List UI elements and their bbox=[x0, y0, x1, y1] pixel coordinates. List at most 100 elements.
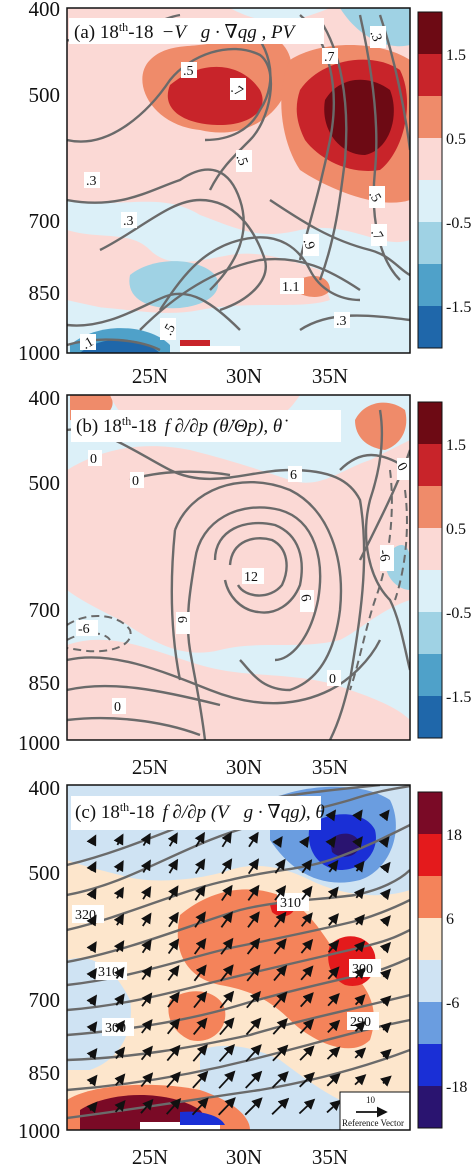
wind-vector-arrow bbox=[166, 1018, 181, 1035]
y-tick-label: 400 bbox=[29, 776, 61, 800]
wind-vector-arrow bbox=[113, 940, 125, 953]
colorbar-label: -1.5 bbox=[446, 299, 471, 316]
wind-vector-arrow bbox=[245, 1070, 263, 1089]
wind-vector-arrow bbox=[140, 1072, 154, 1087]
y-tick-label: 850 bbox=[29, 1061, 61, 1085]
panel-c-x-axis: 25N 30N 35N bbox=[132, 1145, 348, 1169]
wind-vector-arrow bbox=[272, 1017, 288, 1035]
contour-label: 0 bbox=[90, 452, 97, 467]
wind-vector-arrow bbox=[379, 861, 391, 874]
wind-vector-arrow bbox=[379, 915, 391, 927]
colorbar-label: -1.5 bbox=[446, 689, 471, 706]
wind-vector-arrow bbox=[114, 1100, 126, 1113]
wind-vector-arrow bbox=[271, 1071, 289, 1089]
x-tick-label: 35N bbox=[312, 1145, 348, 1169]
wind-vector-arrow bbox=[221, 831, 232, 848]
wind-vector-arrow bbox=[167, 858, 179, 874]
contour-label: 310 bbox=[98, 965, 119, 980]
wind-vector-arrow bbox=[246, 990, 261, 1009]
contour-label: .9 bbox=[300, 237, 318, 252]
wind-vector-arrow bbox=[141, 965, 153, 981]
wind-vector-arrow bbox=[193, 1017, 208, 1035]
colorbar-label: 0.5 bbox=[446, 131, 466, 148]
wind-vector-arrow bbox=[247, 884, 260, 901]
colorbar-label: -0.5 bbox=[446, 605, 471, 622]
wind-vector-arrow bbox=[298, 836, 310, 848]
colorbar-label: 18 bbox=[446, 827, 462, 844]
contour-label: 6 bbox=[297, 593, 313, 602]
wind-vector-arrow bbox=[244, 1097, 263, 1116]
colorbar-label: 0.5 bbox=[446, 521, 466, 538]
y-tick-label: 700 bbox=[29, 598, 61, 622]
wind-vector-arrow bbox=[379, 968, 392, 981]
contour-label: 6 bbox=[174, 616, 189, 623]
wind-vector-arrow bbox=[247, 911, 260, 928]
wind-vector-arrow bbox=[352, 809, 363, 822]
y-tick-label: 500 bbox=[29, 861, 61, 885]
wind-vector-arrow bbox=[298, 1098, 316, 1115]
wind-vector-arrow bbox=[299, 1045, 315, 1061]
wind-vector-arrow bbox=[299, 1018, 315, 1034]
wind-vector-arrow bbox=[113, 860, 124, 873]
wind-vector-arrow bbox=[273, 964, 288, 982]
panel-title-prefix: (c) 18 bbox=[75, 802, 120, 823]
reference-vector-value: 10 bbox=[366, 1095, 376, 1105]
wind-vector-arrow bbox=[166, 1097, 182, 1115]
wind-vector-arrow bbox=[352, 836, 363, 849]
wind-vector-arrow bbox=[114, 1020, 125, 1033]
colorbar-label: -0.5 bbox=[446, 215, 471, 232]
panel-title-suffix: -18 bbox=[129, 802, 154, 823]
contour-label: 6 bbox=[290, 468, 297, 483]
svg-text:(a) 18th-18−V⃗g · ∇qg , PV: (a) 18th-18 −V⃗g · ∇qg , PV bbox=[74, 20, 297, 43]
wind-vector-arrow bbox=[327, 1019, 341, 1034]
wind-vector-arrow bbox=[353, 887, 365, 900]
wind-vector-arrow bbox=[113, 833, 124, 846]
wind-vector-arrow bbox=[325, 809, 337, 822]
wind-vector-arrow bbox=[168, 885, 179, 901]
contour-label: 0 bbox=[329, 672, 336, 687]
wind-vector-arrow bbox=[300, 965, 314, 981]
wind-vector-arrow bbox=[114, 1073, 126, 1086]
wind-vector-arrow bbox=[379, 1022, 392, 1034]
wind-vector-arrow bbox=[140, 1045, 153, 1061]
wind-vector-arrow bbox=[141, 992, 153, 1007]
wind-vector-arrow bbox=[86, 1101, 98, 1114]
wind-vector-arrow bbox=[326, 1072, 341, 1087]
wind-vector-arrow bbox=[245, 1017, 262, 1036]
wind-vector-arrow bbox=[273, 991, 288, 1008]
colorbar-label: 6 bbox=[446, 911, 454, 928]
wind-vector-arrow bbox=[221, 884, 233, 902]
wind-vector-arrow bbox=[353, 860, 365, 873]
wind-vector-arrow bbox=[271, 1097, 290, 1115]
contour-label: .3 bbox=[367, 29, 385, 44]
panel-a: .5 .7 .3 .3 .7 .3 .5 .9 .5 .7 1.1 .5 .3 … bbox=[18, 0, 471, 388]
wind-vector-arrow bbox=[221, 858, 233, 875]
wind-vector-arrow bbox=[327, 859, 339, 873]
wind-vector-arrow bbox=[192, 1070, 209, 1089]
panel-c-field: 320 310 310 300 300 290 10 Reference Vec… bbox=[67, 785, 410, 1130]
contour-label: .3 bbox=[336, 314, 347, 329]
wind-vector-arrow bbox=[378, 836, 390, 849]
panel-title-prefix: (b) 18 bbox=[76, 416, 122, 437]
contour-label: 290 bbox=[350, 1015, 371, 1030]
panel-c-colorbar: 18 6 -6 -18 bbox=[417, 791, 467, 1129]
wind-vector-arrow bbox=[354, 1047, 367, 1059]
y-tick-label: 1000 bbox=[18, 1119, 60, 1143]
wind-vector-arrow bbox=[245, 1044, 262, 1062]
wind-vector-arrow bbox=[193, 990, 208, 1009]
wind-vector-arrow bbox=[113, 886, 124, 899]
x-tick-label: 30N bbox=[226, 364, 262, 388]
wind-vector-arrow bbox=[327, 913, 339, 927]
colorbar-label: -6 bbox=[446, 995, 459, 1012]
wind-vector-arrow bbox=[140, 885, 152, 900]
panel-a-title: (a) 18th-18 −V⃗g · ∇qg , PV bbox=[69, 18, 324, 44]
panel-b-colorbar: 1.5 0.5 -0.5 -1.5 bbox=[417, 401, 471, 739]
wind-vector-arrow bbox=[86, 914, 97, 927]
wind-vector-arrow bbox=[301, 885, 313, 901]
wind-vector-arrow bbox=[141, 912, 152, 927]
panel-title-prefix: (a) 18 bbox=[74, 22, 119, 43]
contour-label: 1.1 bbox=[282, 280, 300, 295]
y-tick-label: 500 bbox=[29, 83, 61, 107]
wind-vector-arrow bbox=[380, 1075, 392, 1087]
